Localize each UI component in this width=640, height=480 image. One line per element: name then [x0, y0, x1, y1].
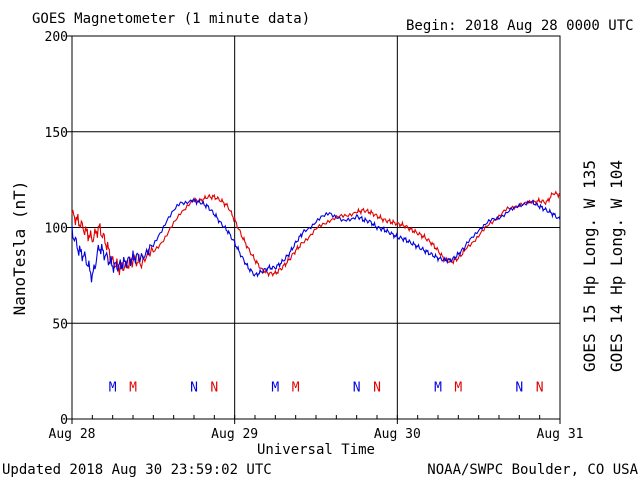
marker-label: N	[353, 380, 361, 395]
series-layer	[71, 190, 561, 283]
marker-label: M	[434, 380, 442, 395]
legend-goes15: GOES 15 Hp Long. W 135	[580, 160, 599, 372]
y-tick-label: 150	[45, 126, 68, 141]
x-tick-label: Aug 28	[49, 427, 96, 442]
marker-label: M	[109, 380, 117, 395]
marker-label: M	[292, 380, 300, 395]
legend-goes14: GOES 14 Hp Long. W 104	[607, 160, 626, 372]
marker-label: N	[536, 380, 544, 395]
marker-label: N	[373, 380, 381, 395]
x-tick-label: Aug 30	[374, 427, 421, 442]
marker-label: N	[190, 380, 198, 395]
marker-label: M	[454, 380, 462, 395]
x-axis-title: Universal Time	[257, 442, 375, 458]
begin-label: Begin: 2018 Aug 28 0000 UTC	[406, 18, 634, 34]
y-axis-title: NanoTesla (nT)	[10, 181, 29, 316]
y-tick-label: 0	[60, 413, 68, 428]
series-line-goes14	[71, 196, 561, 283]
x-tick-label: Aug 31	[537, 427, 584, 442]
marker-label: M	[271, 380, 279, 395]
marker-label: N	[210, 380, 218, 395]
x-tick-label: Aug 29	[211, 427, 258, 442]
y-tick-label: 100	[45, 222, 68, 237]
updated-label: Updated 2018 Aug 30 23:59:02 UTC	[2, 462, 272, 478]
y-tick-label: 200	[45, 30, 68, 45]
y-tick-label: 50	[52, 317, 68, 332]
grid-lines	[72, 36, 560, 419]
marker-label: N	[515, 380, 523, 395]
marker-label: M	[129, 380, 137, 395]
x-axis: Aug 28 Aug 29 Aug 30 Aug 31	[49, 415, 584, 442]
credit-label: NOAA/SWPC Boulder, CO USA	[427, 462, 638, 478]
chart-title: GOES Magnetometer (1 minute data)	[32, 11, 310, 27]
y-axis: 0 50 100 150 200	[45, 30, 72, 428]
